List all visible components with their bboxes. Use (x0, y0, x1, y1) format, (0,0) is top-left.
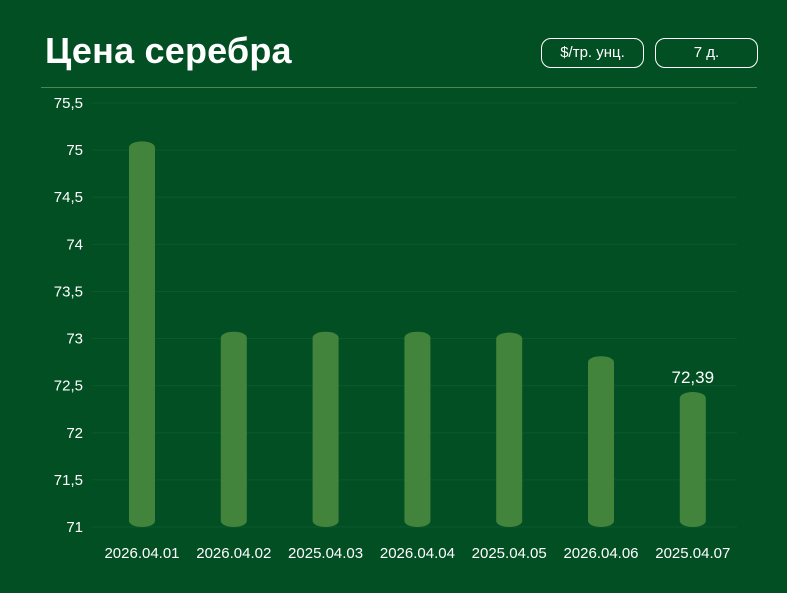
bar (588, 356, 614, 527)
x-tick-label: 2025.04.07 (655, 545, 730, 562)
y-tick-label: 74 (66, 236, 83, 253)
x-tick-label: 2026.04.01 (104, 545, 179, 562)
header-divider (41, 87, 757, 88)
page-title: Цена серебра (45, 30, 292, 71)
bar (679, 392, 706, 527)
x-tick-label: 2026.04.02 (196, 545, 271, 562)
x-axis-ticks: 2026.04.01 2026.04.02 2025.04.03 2026.04.04… (104, 545, 730, 562)
bar (129, 141, 155, 527)
y-tick-label: 71,5 (54, 472, 83, 489)
bar (496, 332, 523, 527)
x-tick-label: 2025.04.05 (472, 545, 547, 562)
bar (404, 331, 431, 527)
x-tick-label: 2025.04.03 (288, 545, 363, 562)
range-selector-button[interactable]: 7 д. (655, 38, 758, 68)
bars (129, 141, 706, 527)
y-tick-label: 72,5 (54, 378, 83, 395)
y-tick-label: 72 (66, 425, 83, 442)
y-tick-label: 73,5 (54, 283, 83, 300)
y-tick-label: 71 (66, 519, 83, 536)
x-tick-label: 2026.04.04 (380, 545, 455, 562)
bar (220, 331, 247, 527)
y-tick-label: 75,5 (54, 95, 83, 112)
x-tick-label: 2026.04.06 (563, 545, 638, 562)
y-tick-label: 73 (66, 331, 83, 348)
data-label: 72,39 (672, 368, 715, 387)
bar (312, 331, 339, 527)
unit-selector-button[interactable]: $/тр. унц. (541, 38, 644, 68)
y-tick-label: 75 (66, 142, 83, 159)
annotations: 72,39 (672, 368, 715, 387)
y-axis-ticks: 71 71,5 72 72,5 73 73,5 74 74,5 75 75,5 (54, 95, 83, 536)
y-tick-label: 74,5 (54, 189, 83, 206)
